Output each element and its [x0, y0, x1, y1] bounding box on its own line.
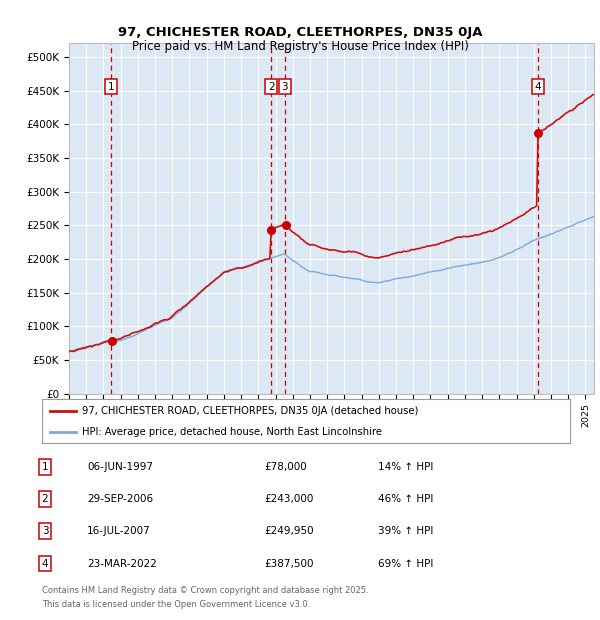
- Text: Price paid vs. HM Land Registry's House Price Index (HPI): Price paid vs. HM Land Registry's House …: [131, 40, 469, 53]
- Text: £78,000: £78,000: [264, 462, 307, 472]
- Text: 3: 3: [41, 526, 49, 536]
- Text: 16-JUL-2007: 16-JUL-2007: [87, 526, 151, 536]
- Text: £243,000: £243,000: [264, 494, 313, 504]
- Text: 46% ↑ HPI: 46% ↑ HPI: [378, 494, 433, 504]
- Text: 2: 2: [268, 81, 275, 92]
- FancyBboxPatch shape: [42, 399, 570, 443]
- Text: £249,950: £249,950: [264, 526, 314, 536]
- Text: 2: 2: [41, 494, 49, 504]
- Text: 23-MAR-2022: 23-MAR-2022: [87, 559, 157, 569]
- Text: 06-JUN-1997: 06-JUN-1997: [87, 462, 153, 472]
- Text: 1: 1: [107, 81, 115, 92]
- Text: £387,500: £387,500: [264, 559, 314, 569]
- Text: 14% ↑ HPI: 14% ↑ HPI: [378, 462, 433, 472]
- Text: 1: 1: [41, 462, 49, 472]
- Text: 4: 4: [41, 559, 49, 569]
- Text: HPI: Average price, detached house, North East Lincolnshire: HPI: Average price, detached house, Nort…: [82, 427, 382, 437]
- Text: 69% ↑ HPI: 69% ↑ HPI: [378, 559, 433, 569]
- Text: This data is licensed under the Open Government Licence v3.0.: This data is licensed under the Open Gov…: [42, 600, 310, 609]
- Text: Contains HM Land Registry data © Crown copyright and database right 2025.: Contains HM Land Registry data © Crown c…: [42, 586, 368, 595]
- Text: 3: 3: [281, 81, 288, 92]
- Text: 97, CHICHESTER ROAD, CLEETHORPES, DN35 0JA (detached house): 97, CHICHESTER ROAD, CLEETHORPES, DN35 0…: [82, 405, 418, 416]
- Text: 97, CHICHESTER ROAD, CLEETHORPES, DN35 0JA: 97, CHICHESTER ROAD, CLEETHORPES, DN35 0…: [118, 26, 482, 39]
- Text: 29-SEP-2006: 29-SEP-2006: [87, 494, 153, 504]
- Text: 4: 4: [535, 81, 541, 92]
- Text: 39% ↑ HPI: 39% ↑ HPI: [378, 526, 433, 536]
